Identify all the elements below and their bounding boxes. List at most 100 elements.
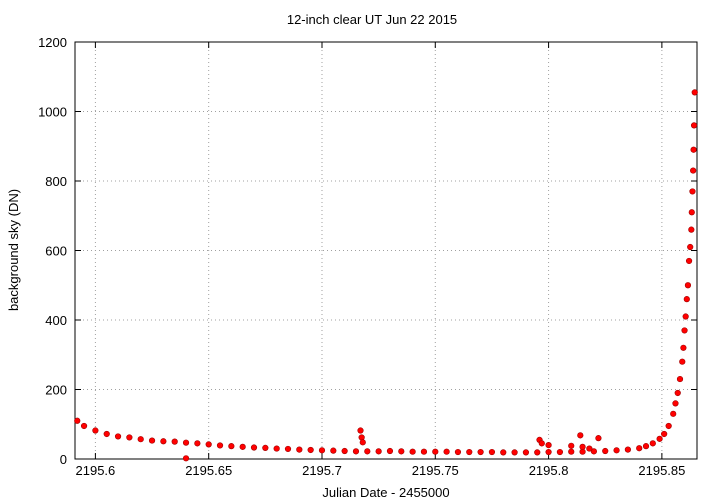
x-axis-label: Julian Date - 2455000 <box>322 485 449 500</box>
point <box>661 430 668 438</box>
point <box>80 422 88 430</box>
point <box>649 440 656 447</box>
point <box>74 417 81 424</box>
point <box>182 455 190 462</box>
point <box>359 439 366 446</box>
point <box>352 448 360 455</box>
point <box>538 440 545 447</box>
point <box>239 443 246 450</box>
point <box>307 446 314 454</box>
y-tick-label: 0 <box>60 452 67 467</box>
point <box>683 296 690 303</box>
y-tick-label: 1000 <box>38 105 67 120</box>
point <box>687 243 694 251</box>
point <box>409 448 416 455</box>
point <box>602 447 609 455</box>
point <box>682 313 689 320</box>
point <box>103 430 110 438</box>
point <box>330 447 337 454</box>
chart-title: 12-inch clear UT Jun 22 2015 <box>287 12 457 27</box>
y-tick-label: 1200 <box>38 35 67 50</box>
point <box>375 448 382 455</box>
point <box>364 448 371 455</box>
point <box>420 448 428 455</box>
point <box>688 226 695 233</box>
point <box>613 447 620 454</box>
point <box>466 448 473 456</box>
point <box>296 446 303 453</box>
point <box>171 438 178 445</box>
point <box>443 448 450 455</box>
point <box>590 448 597 455</box>
point <box>679 358 686 365</box>
point <box>691 89 698 96</box>
point <box>273 445 280 452</box>
point <box>534 449 541 456</box>
point <box>205 441 212 448</box>
point <box>577 432 584 439</box>
plot-frame <box>74 41 698 460</box>
point <box>690 122 698 129</box>
point <box>636 445 643 452</box>
point <box>665 422 672 430</box>
point <box>522 449 530 456</box>
point <box>148 437 156 444</box>
point <box>690 167 697 174</box>
point <box>92 427 99 434</box>
point <box>454 448 462 456</box>
point <box>684 282 692 289</box>
y-tick-label: 800 <box>45 174 67 189</box>
point <box>386 447 394 455</box>
point <box>432 448 439 455</box>
y-tick-label: 600 <box>45 244 67 259</box>
point <box>511 449 518 456</box>
point <box>357 427 364 434</box>
point <box>656 435 663 442</box>
point <box>250 444 258 451</box>
point <box>568 442 575 449</box>
point <box>216 442 224 449</box>
point <box>284 445 292 453</box>
point <box>477 448 484 456</box>
point <box>672 400 679 407</box>
point <box>595 435 602 442</box>
point <box>688 209 695 216</box>
point <box>228 443 235 450</box>
point <box>586 445 593 452</box>
point <box>182 439 190 446</box>
y-axis-label: background sky (DN) <box>6 189 21 311</box>
point <box>681 327 688 334</box>
point <box>579 443 586 450</box>
point <box>114 433 122 440</box>
point <box>488 448 496 456</box>
x-tick-label: 2195.65 <box>185 463 232 478</box>
point <box>685 257 693 265</box>
point <box>262 444 269 451</box>
point <box>676 375 684 383</box>
point <box>318 447 326 454</box>
point <box>545 442 552 449</box>
point <box>341 447 348 455</box>
point <box>689 188 696 195</box>
point <box>545 448 552 456</box>
point <box>126 434 133 441</box>
x-tick-label: 2195.75 <box>412 463 459 478</box>
point <box>690 146 697 153</box>
point <box>137 436 144 443</box>
point <box>624 446 631 453</box>
x-tick-label: 2195.6 <box>76 463 116 478</box>
point <box>680 344 687 351</box>
point <box>500 449 507 456</box>
point <box>160 438 167 445</box>
point <box>556 448 564 456</box>
y-tick-label: 200 <box>45 383 67 398</box>
point <box>194 440 201 447</box>
point <box>398 448 405 455</box>
point <box>642 443 650 450</box>
point <box>568 448 575 455</box>
x-tick-label: 2195.85 <box>638 463 685 478</box>
point <box>670 410 677 417</box>
x-tick-label: 2195.7 <box>302 463 342 478</box>
y-tick-label: 400 <box>45 313 67 328</box>
